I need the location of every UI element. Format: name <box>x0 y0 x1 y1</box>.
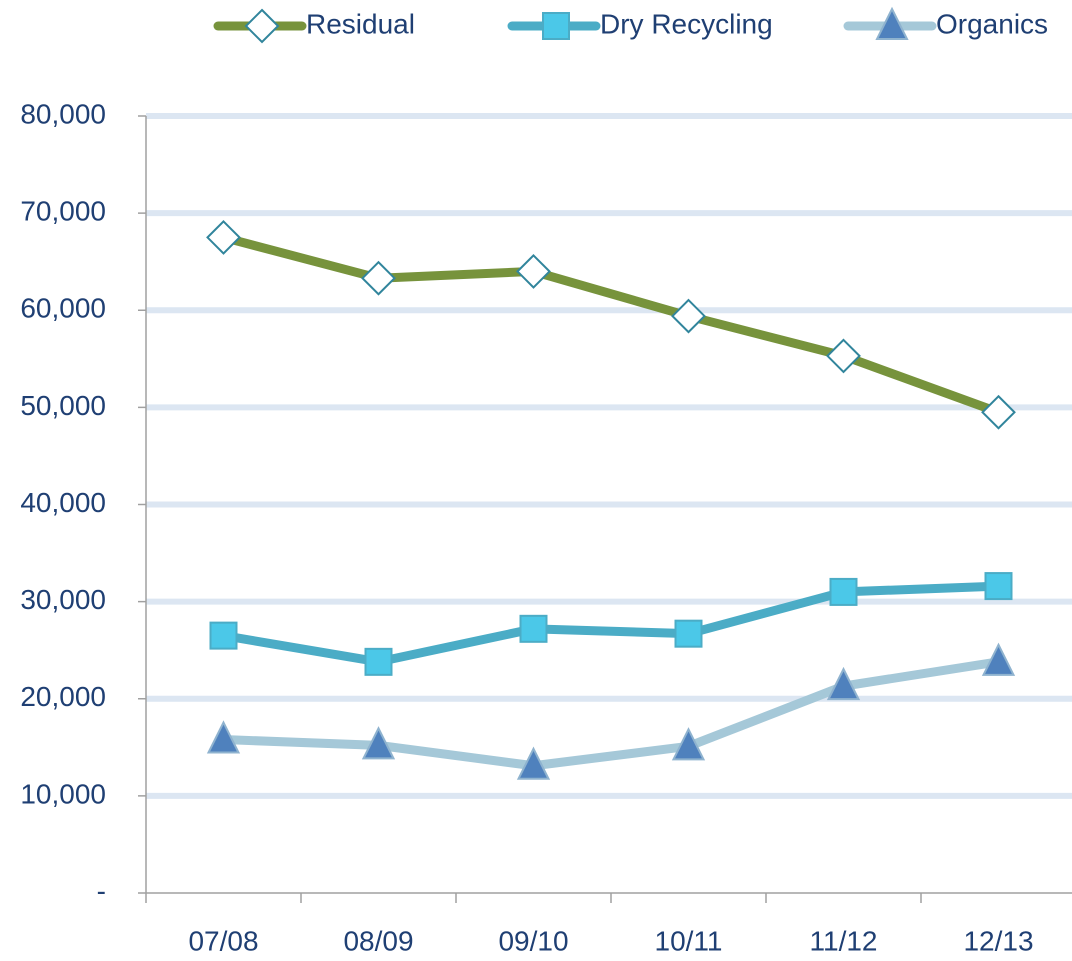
data-point <box>206 720 241 754</box>
legend-marker <box>542 12 570 40</box>
data-point <box>984 572 1013 601</box>
series-line <box>222 581 999 667</box>
data-point <box>981 394 1016 430</box>
data-point <box>671 727 706 761</box>
x-tick-label: 10/11 <box>655 925 723 956</box>
y-tick-label: 20,000 <box>20 681 106 712</box>
x-tick-label: 12/13 <box>963 925 1033 956</box>
x-tick-label: 11/12 <box>810 925 878 956</box>
y-tick-label: 30,000 <box>20 584 106 615</box>
data-point <box>516 253 551 289</box>
series-line <box>223 657 1000 771</box>
y-tick-label: 80,000 <box>20 98 106 129</box>
data-point <box>209 621 238 650</box>
data-point <box>671 298 706 334</box>
legend-marker <box>875 6 909 40</box>
data-point <box>364 647 393 676</box>
x-tick-label: 07/08 <box>188 925 258 956</box>
data-point <box>206 219 241 255</box>
y-tick-label: 50,000 <box>20 390 106 421</box>
data-point <box>674 619 703 648</box>
legend-label: Dry Recycling <box>600 8 773 39</box>
y-tick-label: 10,000 <box>20 778 106 809</box>
series-line <box>222 233 1001 417</box>
data-point <box>361 726 396 760</box>
x-tick-label: 09/10 <box>498 925 568 956</box>
y-tick-label: - <box>97 875 106 906</box>
data-point <box>516 746 551 780</box>
legend-label: Residual <box>306 8 415 39</box>
data-point <box>361 260 396 296</box>
data-point <box>826 338 861 374</box>
data-point <box>826 666 861 701</box>
data-point <box>981 642 1016 676</box>
legend-label: Organics <box>936 8 1048 39</box>
legend-marker <box>244 8 280 44</box>
x-tick-label: 08/09 <box>343 925 413 956</box>
data-point <box>829 577 858 606</box>
data-point <box>519 614 548 643</box>
y-tick-label: 40,000 <box>20 487 106 518</box>
y-tick-label: 60,000 <box>20 293 106 324</box>
y-tick-label: 70,000 <box>20 196 106 227</box>
